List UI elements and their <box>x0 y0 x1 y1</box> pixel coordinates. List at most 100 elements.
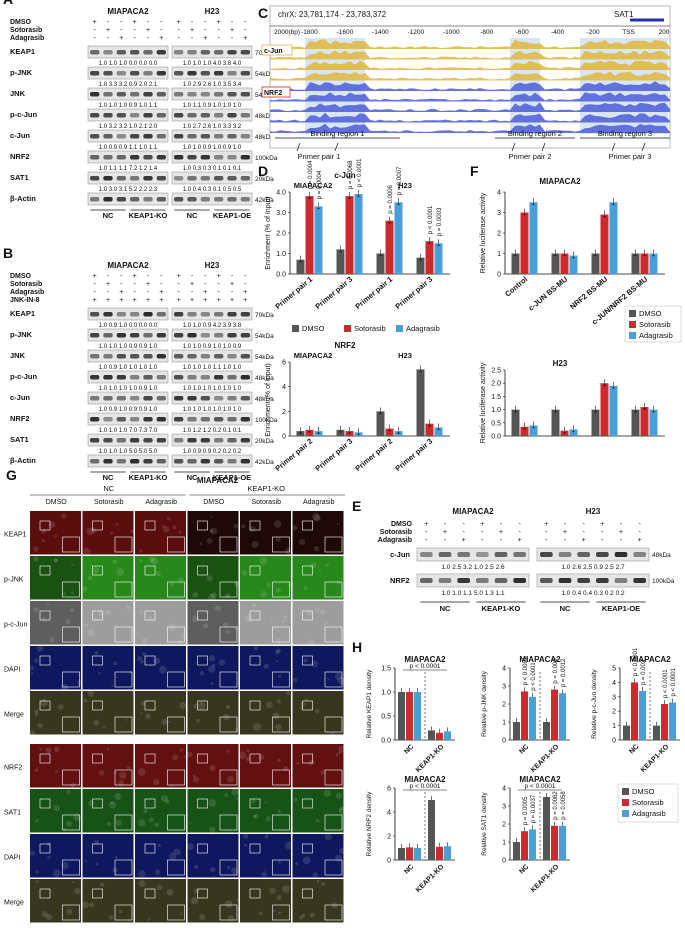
treatment-sign: - <box>564 537 567 544</box>
micrograph-texture <box>227 915 235 922</box>
bar-sotorasib <box>600 214 609 274</box>
x-group-label: Primer pair 3 <box>393 275 434 311</box>
p-value: p < 0.0001 <box>410 663 441 670</box>
micrograph-texture <box>115 523 119 527</box>
micrograph-texture <box>83 698 88 703</box>
bar-adagrasib <box>609 202 618 274</box>
kda-label: 42kDa <box>255 197 274 204</box>
blot-strip <box>171 87 253 101</box>
p-value: p = 0.0004 <box>308 160 314 189</box>
blot-band <box>90 333 100 338</box>
micrograph-texture <box>316 879 320 883</box>
micrograph-texture <box>283 766 289 772</box>
panel-letter-A: A <box>3 0 13 7</box>
blot-band <box>633 552 646 557</box>
data-point <box>532 203 535 206</box>
micrograph-texture <box>269 887 276 895</box>
quant-values: 1.0 0.3 0.3 0.1 0.1 0.1 <box>183 166 242 172</box>
micrograph-texture <box>319 569 322 572</box>
micrograph-signal <box>240 789 291 833</box>
group-label: KEAP1-KO <box>129 211 168 220</box>
treatment-sign: - <box>231 289 234 296</box>
quant-values: 1.0 2.5 3.2 1.0 2.5 2.6 <box>441 564 505 571</box>
treatment-sign: - <box>147 273 150 280</box>
data-point <box>317 207 320 210</box>
treatment-sign: - <box>518 529 521 536</box>
blot-band <box>174 197 184 202</box>
micrograph-texture <box>72 881 75 884</box>
kda-label: 54kDa <box>255 354 274 361</box>
treatment-sign: - <box>582 529 585 536</box>
treatment-sign: + <box>159 35 163 42</box>
micrograph-texture <box>76 679 84 687</box>
zoom-roi-box <box>92 753 103 764</box>
micrograph-signal <box>187 789 239 833</box>
micrograph-texture <box>331 902 338 909</box>
zoom-roi-box <box>144 798 156 809</box>
micrograph-texture <box>224 792 229 797</box>
treatment-sign: + <box>133 273 137 280</box>
bar-dmso <box>591 253 600 274</box>
micrograph-texture <box>309 912 315 918</box>
micrograph-texture <box>164 799 170 804</box>
chart-title: H23 <box>553 359 568 368</box>
micrograph-signal <box>82 556 134 600</box>
micrograph-signal <box>292 646 344 690</box>
data-point <box>428 424 431 427</box>
treatment-sign: - <box>518 521 521 528</box>
micrograph-texture <box>303 658 308 663</box>
treatment-sign: - <box>133 289 136 296</box>
protein-label: SAT1 <box>10 435 29 444</box>
blot-band <box>130 176 140 181</box>
zoom-roi-box <box>302 888 313 899</box>
blot-band <box>214 50 224 55</box>
micrograph-texture <box>179 912 183 916</box>
blot-band <box>187 396 197 401</box>
zoom-inset <box>114 581 133 598</box>
treatment-sign: - <box>462 521 465 528</box>
data-point <box>437 244 440 247</box>
zoom-inset <box>272 626 290 643</box>
chart-title: MIAPACA2 <box>404 775 446 784</box>
micrograph-texture <box>41 528 47 534</box>
bar-sotorasib <box>436 846 443 860</box>
blot-band <box>214 71 224 76</box>
y-tick-label: 3 <box>612 694 616 701</box>
blot-band <box>156 354 166 359</box>
treatment-sign: - <box>638 521 641 528</box>
p-value: p = 0.003 <box>641 659 647 685</box>
blot-band <box>90 417 100 422</box>
micrograph-texture <box>148 556 155 563</box>
treatment-sign: - <box>217 289 220 296</box>
micrograph-signal <box>82 834 134 878</box>
treatment-sign: - <box>425 537 428 544</box>
treatment-sign: + <box>190 27 194 34</box>
p-value: p < 0.0001 <box>663 669 669 698</box>
micrograph-texture <box>241 524 246 529</box>
micrograph-texture <box>253 813 259 820</box>
micrograph-texture <box>218 659 226 666</box>
legend-label: Sotorasib <box>639 320 671 329</box>
y-tick-label: 4 <box>282 384 286 391</box>
p-value: p = 0.0058 <box>561 791 567 820</box>
treatment-sign: - <box>120 281 123 288</box>
micrograph-signal <box>82 646 134 690</box>
blot-band <box>200 197 210 202</box>
treatment-sign: + <box>563 529 567 536</box>
micrograph-texture <box>303 586 308 591</box>
treatment-sign: - <box>120 27 123 34</box>
cell-header: H23 <box>205 261 220 270</box>
zoom-roi-box <box>249 798 261 809</box>
blot-band <box>187 50 197 55</box>
zoom-inset <box>324 626 343 643</box>
blot-strip <box>87 87 169 101</box>
micrograph-texture <box>87 575 93 580</box>
treatment-label: DMSO <box>391 521 413 528</box>
micrograph-texture <box>306 610 313 616</box>
x-group-label: NRF2 BS-MU <box>568 275 609 312</box>
blot-band <box>143 354 153 359</box>
legend-label: DMSO <box>632 787 655 796</box>
blot-band <box>103 312 113 317</box>
micrograph-texture <box>209 764 216 771</box>
gene-label: SAT1 <box>614 10 634 19</box>
